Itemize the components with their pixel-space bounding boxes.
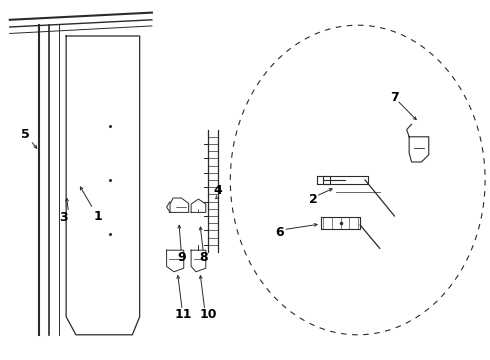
Text: 11: 11	[175, 309, 193, 321]
Text: 7: 7	[390, 91, 399, 104]
Text: 8: 8	[199, 251, 208, 264]
Text: 2: 2	[309, 193, 318, 206]
Text: 5: 5	[21, 129, 30, 141]
Text: 9: 9	[177, 251, 186, 264]
Text: 10: 10	[199, 309, 217, 321]
Text: 3: 3	[59, 211, 68, 224]
Text: 4: 4	[214, 184, 222, 197]
Text: 6: 6	[275, 226, 284, 239]
Text: 1: 1	[94, 210, 102, 222]
